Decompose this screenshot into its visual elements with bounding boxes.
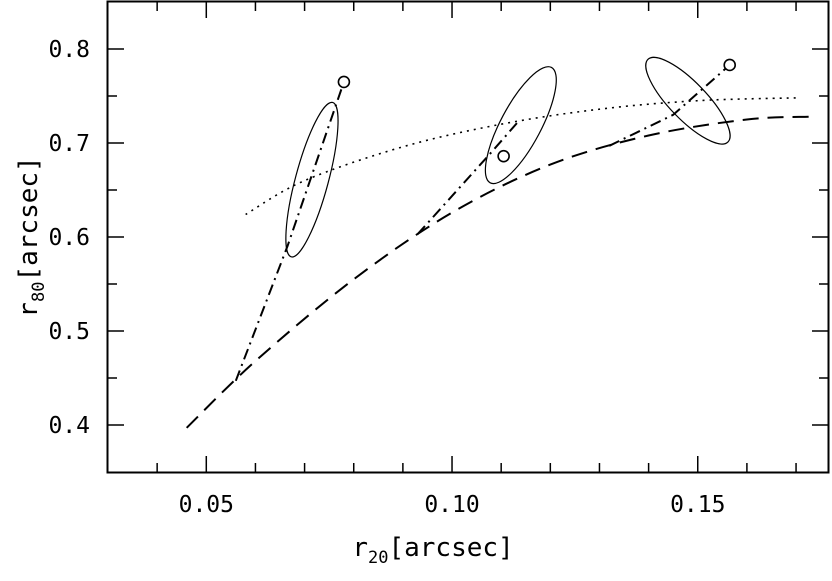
y-tick-label: 0.6 [48, 225, 90, 251]
x-tick-label: 0.10 [424, 492, 479, 518]
x-tick-label: 0.15 [670, 492, 725, 518]
y-tick-label: 0.5 [48, 319, 90, 345]
data-points [337, 58, 737, 163]
x-tick-label: 0.05 [179, 492, 234, 518]
y-tick-label: 0.4 [48, 413, 90, 439]
plot-frame [106, 0, 830, 474]
data-point-circle [497, 149, 510, 163]
tick-labels: 0.05 0.10 0.15 0.4 0.5 0.6 0.7 0.8 [48, 37, 725, 518]
dashed-curve [185, 115, 811, 429]
x-axis-label: r20[arcsec] [352, 533, 513, 568]
error-ellipse [285, 101, 339, 258]
dotted-curve [245, 97, 797, 216]
error-ellipses [285, 56, 731, 258]
curves [185, 64, 811, 429]
y-axis-label: r80[arcsec] [14, 156, 49, 317]
y-tick-label: 0.8 [48, 37, 90, 63]
error-ellipse [484, 66, 557, 185]
dash-dot-curve [608, 64, 731, 147]
axis-ticks [108, 2, 828, 472]
data-point-circle [723, 58, 737, 72]
y-tick-label: 0.7 [48, 131, 90, 157]
error-ellipse [645, 56, 731, 145]
dash-dot-curve [234, 81, 345, 382]
data-point-circle [337, 75, 351, 89]
